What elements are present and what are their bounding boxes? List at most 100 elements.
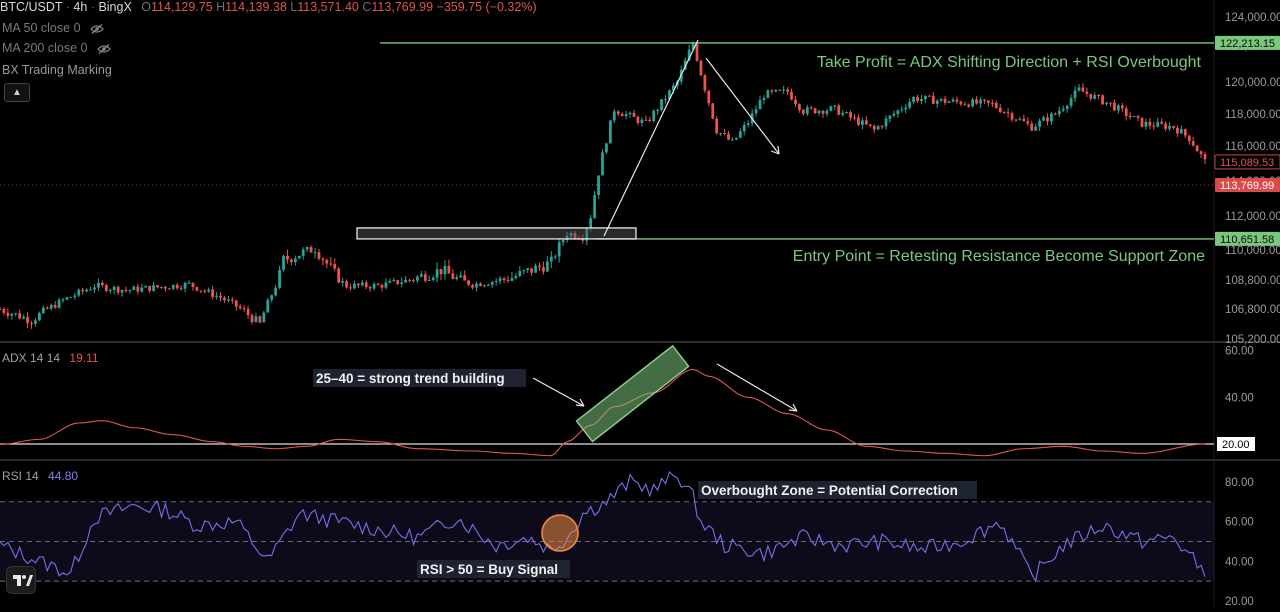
candle-body [1065,105,1069,109]
candle-body [1148,121,1152,126]
candle-body [427,279,431,281]
candle [908,98,912,110]
candle [360,279,364,287]
candle-body [1152,125,1156,127]
candle-body [695,43,699,61]
candle-body [699,60,703,76]
candle [896,109,900,118]
adx-legend[interactable]: ADX 14 14 19.11 [2,351,99,365]
candle [1109,102,1112,107]
candle-body [853,117,856,119]
candle-body [943,98,947,103]
candle-body [18,313,22,319]
candle-body [160,286,163,288]
candle-body [447,266,451,274]
candle [1199,150,1203,159]
overlay-ma200[interactable]: MA 200 close 0 [2,41,111,55]
candle [506,275,510,283]
candle-body [553,256,557,258]
candle-body [431,277,435,280]
arrowhead-icon [788,403,798,412]
candle-body [514,276,518,278]
candle-body [219,295,222,298]
candle [61,297,65,303]
symbol-name[interactable]: BTC/USDT [0,0,63,14]
candle [479,282,482,287]
candle-body [317,252,321,259]
overlay-bx-marking[interactable]: BX Trading Marking [2,63,112,77]
candle [498,275,502,285]
candle [1136,114,1140,122]
candle-body [963,104,967,106]
tradingview-logo[interactable] [6,566,36,594]
candle-body [2,309,6,313]
candle-body [120,290,124,293]
eye-hidden-icon[interactable] [90,23,104,34]
candle-body [65,297,69,300]
collapse-legend-button[interactable]: ▲ [4,83,30,102]
candle-body [927,95,931,97]
candle-body [1168,126,1171,129]
candle-body [246,309,250,316]
candle [38,311,41,322]
candle-body [262,312,266,323]
candle-body [975,99,978,104]
candle-body [955,99,959,102]
candle [884,115,888,130]
candle [301,247,305,260]
candle-body [475,283,478,288]
candle [1203,151,1207,164]
candle [286,249,289,264]
candle [364,280,368,290]
candle [6,308,10,319]
candle [514,273,518,280]
candle-body [380,285,384,288]
eye-hidden-icon[interactable] [97,43,111,54]
rsi-tick-label: 60.00 [1225,517,1254,529]
candle [695,41,699,63]
candle [1085,87,1089,97]
candle-body [738,131,742,138]
candle-body [1053,113,1057,115]
candle [861,117,864,130]
candle-body [152,285,155,292]
candle-body [412,280,415,282]
candle [49,303,53,311]
candle [770,89,774,95]
candle [987,100,990,107]
rsi-legend[interactable]: RSI 14 44.80 [2,469,78,483]
candle [156,285,159,289]
price-badge-current: 115,089.53 [1214,154,1280,170]
candle-body [372,284,376,289]
candle [81,287,85,295]
candle [215,292,218,300]
buy-signal-text: RSI > 50 = Buy Signal [420,562,558,577]
candle [77,288,81,298]
candle [872,124,876,134]
timeframe[interactable]: 4h [73,0,88,14]
candle [924,95,927,103]
candle-body [987,100,990,103]
candle-body [939,98,943,101]
candle [183,281,187,293]
adx-reference-badge-label: 20.00 [1222,439,1250,451]
candle-body [557,242,561,257]
candle-body [766,90,770,99]
candle [1187,135,1191,145]
candle-body [482,285,486,287]
close-label: C [362,0,372,14]
candle-body [14,313,18,315]
overlay-ma50[interactable]: MA 50 close 0 [2,21,104,35]
candle [309,245,313,253]
candle [510,271,514,282]
candle-body [589,218,593,229]
candle-body [1105,102,1108,105]
candle-body [817,110,821,114]
candle [97,278,100,291]
candle-body [258,316,262,323]
candle-body [668,90,671,100]
candle [73,292,77,300]
candle [502,276,506,284]
